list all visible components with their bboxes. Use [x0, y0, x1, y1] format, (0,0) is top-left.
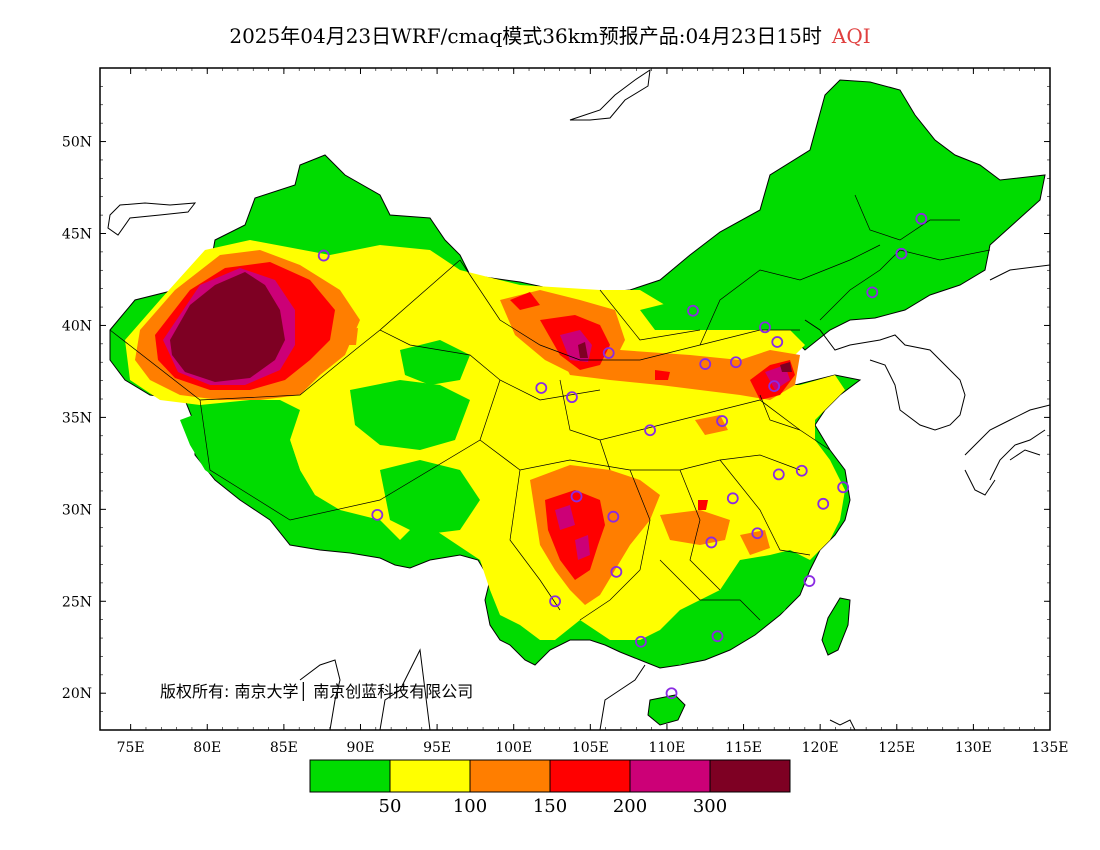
station-marker: [768, 380, 781, 393]
lon-tick-label: 105E: [572, 740, 609, 756]
latitude-axis: 50N 45N 40N 35N 30N 25N 20N: [62, 86, 1050, 712]
lon-tick-label: 90E: [346, 740, 374, 756]
station-marker: [771, 336, 784, 348]
station-marker: [716, 415, 728, 427]
station-marker: [549, 595, 561, 608]
aqi-green-patches: [180, 290, 815, 665]
lon-tick-label: 135E: [1032, 740, 1069, 756]
colorbar-label: 100: [453, 796, 487, 817]
station-marker: [803, 575, 816, 587]
colorbar-label: 300: [693, 796, 727, 817]
station-marker: [759, 321, 771, 334]
lon-tick-label: 100E: [495, 740, 532, 756]
copyright-text: 版权所有: 南京大学│ 南京创蓝科技有限公司: [160, 681, 473, 701]
station-marker: [915, 212, 928, 225]
station-marker: [817, 497, 830, 510]
province-boundaries: [109, 194, 991, 621]
lat-tick-label: 50N: [62, 135, 92, 151]
aqi-zone-over-300: [170, 272, 792, 382]
colorbar-swatch: [549, 759, 631, 793]
station-marker: [602, 347, 615, 359]
station-marker: [866, 286, 879, 299]
colorbar-swatch: [389, 759, 471, 793]
taiwan-island: [821, 597, 851, 656]
lat-tick-label: 35N: [62, 410, 92, 426]
lat-tick-label: 30N: [62, 502, 92, 518]
lon-tick-label: 95E: [423, 740, 451, 756]
colorbar-swatch: [629, 759, 711, 793]
colorbar-swatch: [309, 759, 391, 793]
station-marker: [699, 358, 712, 370]
lon-tick-label: 110E: [648, 740, 685, 756]
station-marker: [535, 382, 548, 394]
neighbor-coastlines: [107, 68, 1050, 730]
station-marker: [371, 508, 384, 521]
station-marker: [570, 490, 583, 503]
station-marker: [705, 536, 718, 549]
station-marker: [607, 510, 620, 523]
aqi-colorbar: 50 100 150 200 300: [309, 759, 791, 817]
station-marker: [726, 492, 739, 505]
station-marker: [895, 247, 908, 260]
station-marker: [837, 481, 850, 494]
title-text: 2025年04月23日WRF/cmaq模式36km预报产品:04月23日15时: [229, 24, 822, 48]
station-marker: [751, 527, 764, 540]
lon-tick-label: 80E: [193, 740, 221, 756]
colorbar-swatch: [709, 759, 791, 793]
colorbar-label: 50: [379, 796, 402, 817]
colorbar-label: 200: [613, 796, 647, 817]
colorbar-swatch: [469, 759, 551, 793]
lon-tick-label: 115E: [725, 740, 762, 756]
station-marker: [317, 249, 330, 262]
station-marker: [566, 391, 578, 404]
lon-tick-label: 125E: [878, 740, 915, 756]
lon-tick-label: 120E: [802, 740, 839, 756]
station-marker: [711, 630, 724, 643]
lon-tick-label: 130E: [955, 740, 992, 756]
lat-tick-label: 25N: [62, 594, 92, 610]
station-marker: [772, 468, 785, 481]
station-marker: [610, 565, 623, 578]
map-title: 2025年04月23日WRF/cmaq模式36km预报产品:04月23日15时 A…: [0, 20, 1100, 49]
map-plot-area: [107, 68, 1050, 730]
station-marker: [634, 635, 647, 648]
longitude-axis: 75E 80E 85E 90E 95E 100E 105E 110E 115E 120E 125E 1…: [117, 68, 1069, 756]
lat-tick-label: 40N: [62, 318, 92, 334]
colorbar-label: 150: [533, 796, 567, 817]
lon-tick-label: 75E: [117, 740, 145, 756]
lat-tick-label: 20N: [62, 686, 92, 702]
lon-tick-label: 85E: [270, 740, 298, 756]
hainan-island: [647, 694, 686, 726]
station-markers: [317, 212, 928, 700]
station-marker: [665, 687, 678, 700]
station-marker: [729, 356, 742, 369]
variable-label: AQI: [831, 24, 871, 48]
lat-tick-label: 45N: [62, 227, 92, 243]
station-marker: [644, 424, 656, 437]
station-marker: [687, 304, 699, 317]
station-marker: [795, 464, 808, 477]
